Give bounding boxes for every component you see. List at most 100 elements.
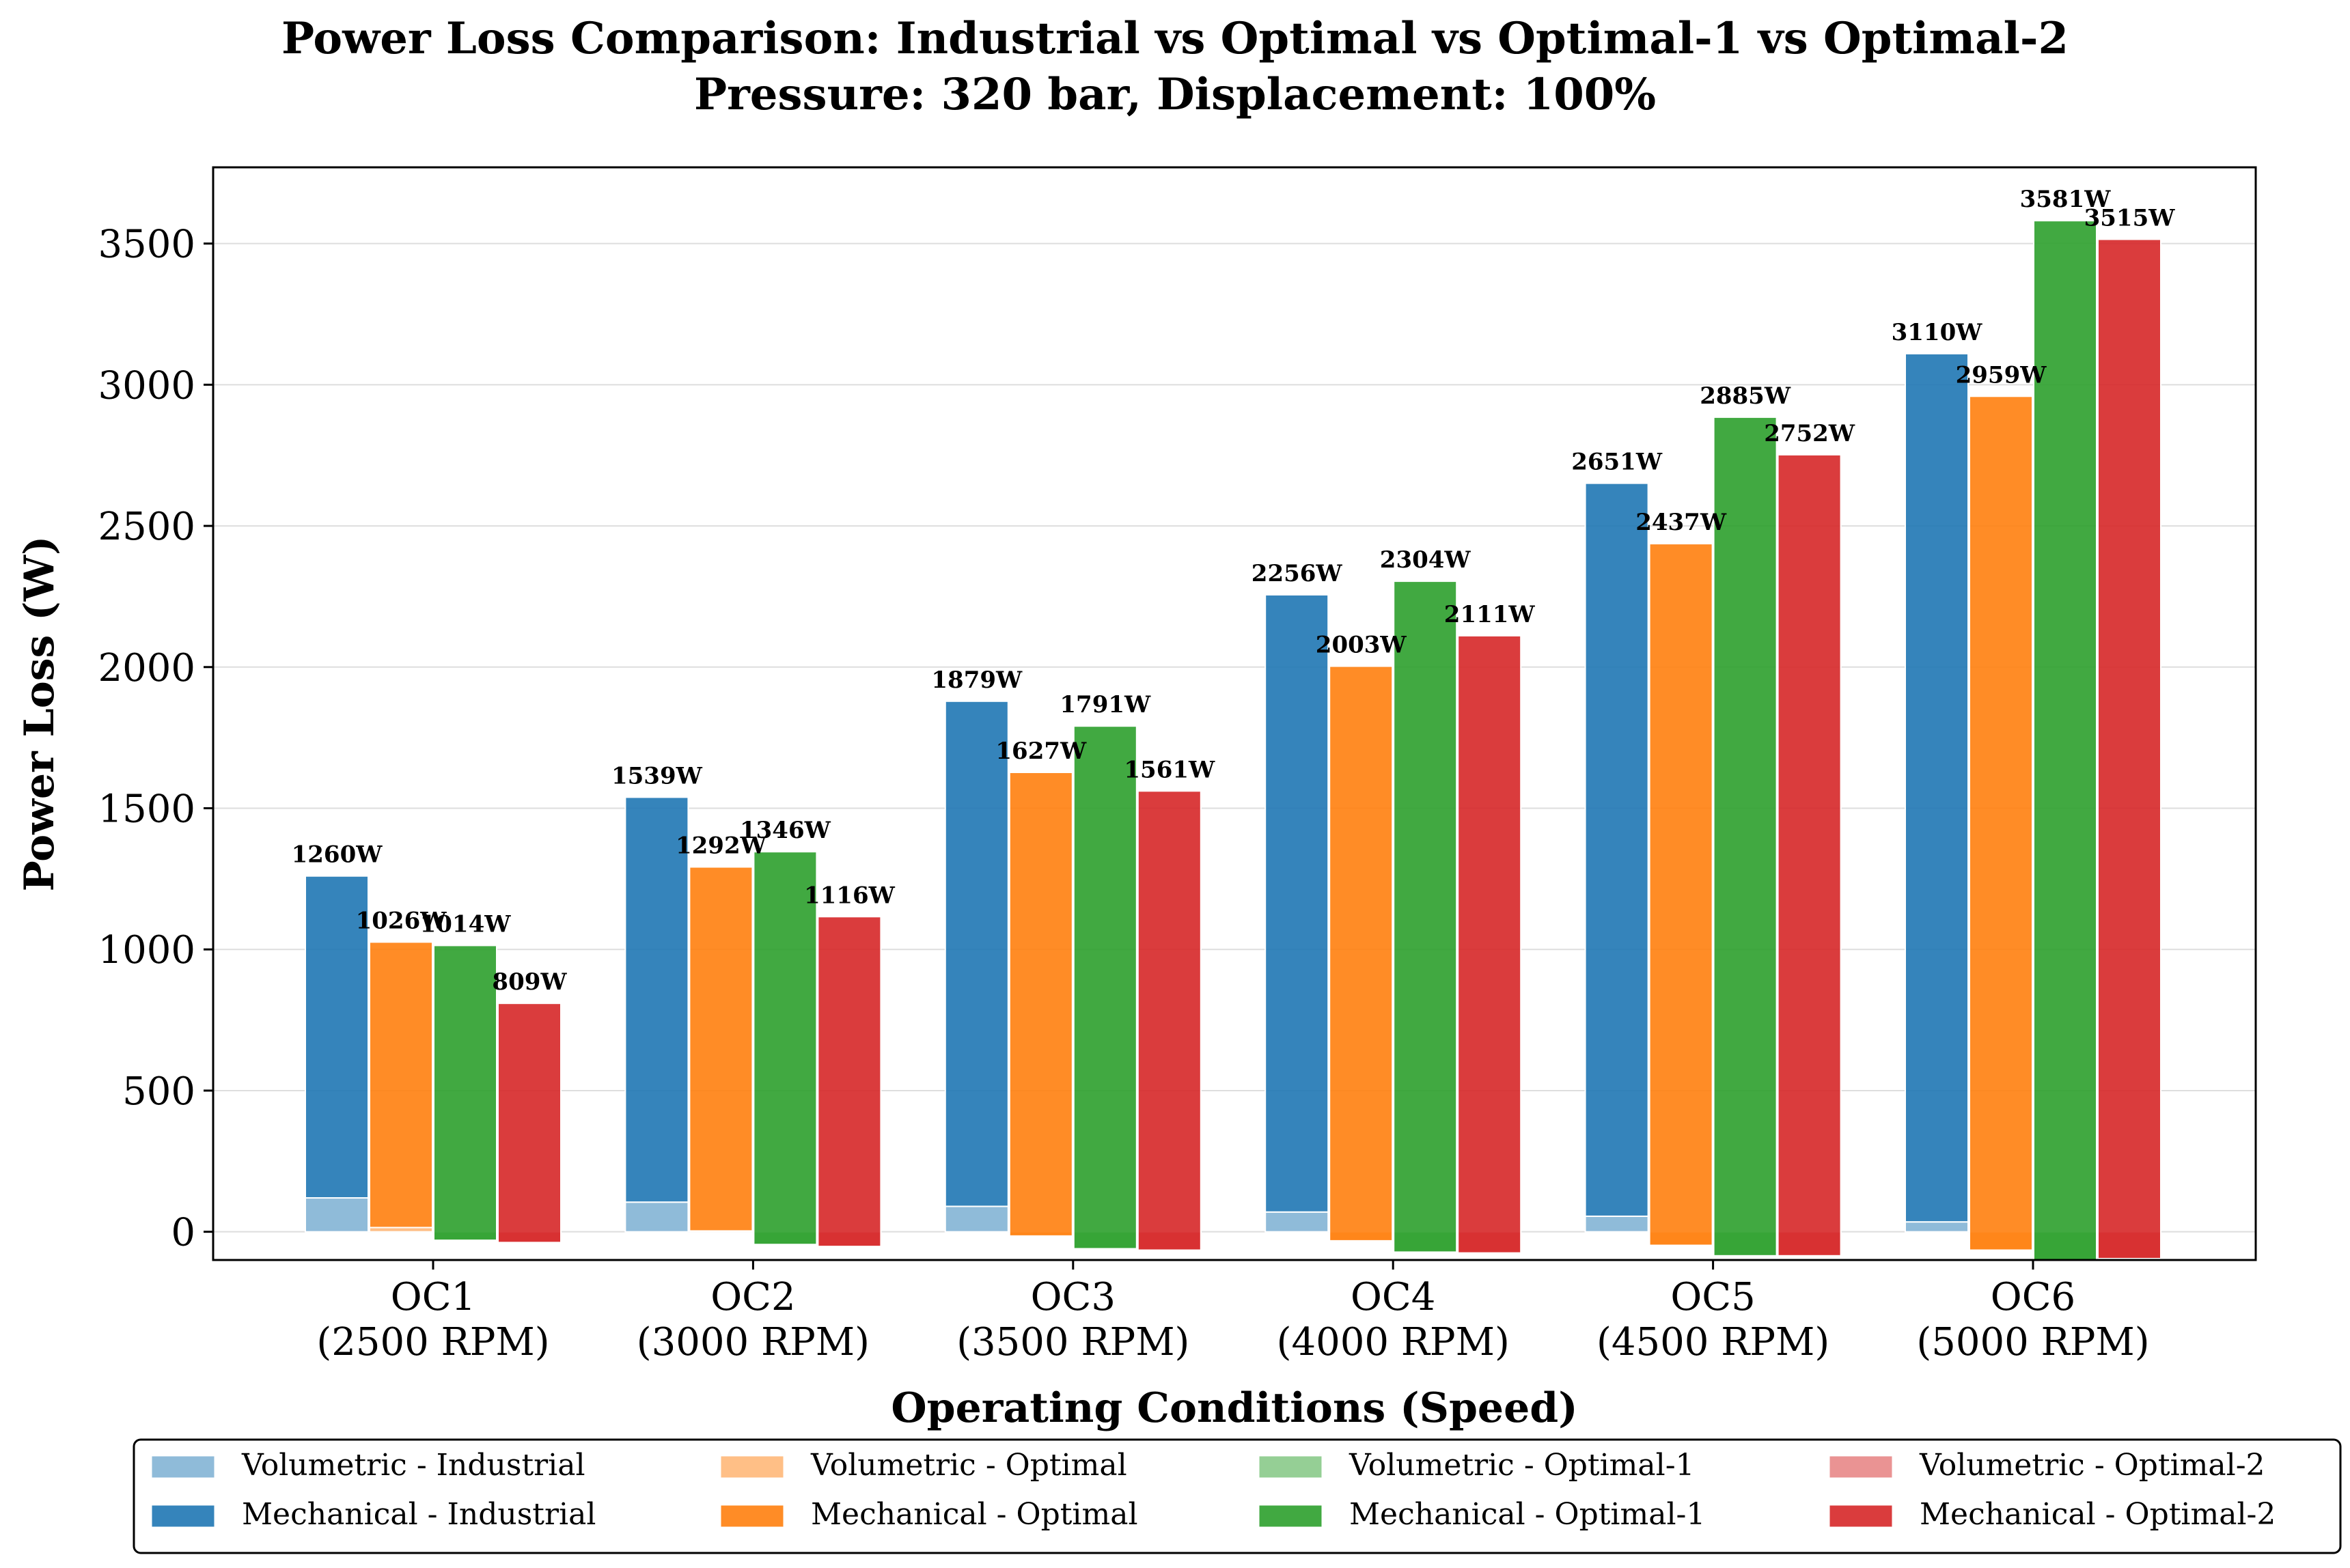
data-label: 3581W: [2020, 186, 2112, 213]
y-tick-label: 500: [122, 1069, 195, 1114]
data-label: 1539W: [611, 762, 703, 789]
legend-label: Mechanical - Optimal-1: [1349, 1497, 1705, 1532]
data-label: 2959W: [1956, 361, 2047, 389]
bar-mechanical: [1713, 416, 1778, 1257]
bars: [305, 220, 2161, 1261]
data-label: 1260W: [292, 841, 383, 869]
x-axis-title: Operating Conditions (Speed): [891, 1384, 1577, 1432]
y-tick-label: 2500: [98, 505, 195, 549]
legend-label: Volumetric - Industrial: [241, 1448, 585, 1483]
bar-mechanical: [1329, 665, 1394, 1242]
bar-mechanical: [1969, 395, 2033, 1251]
legend-swatch: [1829, 1504, 1893, 1528]
bar-mechanical: [305, 875, 369, 1199]
legend-swatch: [151, 1455, 215, 1479]
data-label: 2437W: [1635, 509, 1727, 536]
bar-volumetric: [1584, 1215, 1649, 1233]
legend-label: Mechanical - Optimal-2: [1920, 1497, 2276, 1532]
data-label: 2111W: [1444, 601, 1536, 628]
x-tick-label: OC2: [710, 1275, 795, 1319]
bar-mechanical: [1073, 725, 1137, 1250]
legend-label: Volumetric - Optimal: [810, 1448, 1127, 1483]
data-label: 2885W: [1700, 382, 1791, 410]
y-tick-label: 3000: [98, 363, 195, 408]
bar-mechanical: [1457, 634, 1522, 1254]
x-tick-label: (2500 RPM): [316, 1320, 549, 1364]
bar-volumetric: [1905, 1221, 1969, 1233]
bar-volumetric: [1264, 1211, 1329, 1233]
x-tick-label: OC5: [1670, 1275, 1755, 1319]
data-label: 2304W: [1380, 546, 1471, 574]
legend-swatch: [151, 1504, 215, 1528]
data-label: 1116W: [804, 882, 896, 909]
y-axis: 0 500 1000 1500 2000 2500 3000 3500: [98, 223, 213, 1255]
data-label: 1561W: [1124, 756, 1215, 783]
chart-subtitle: Pressure: 320 bar, Displacement: 100%: [694, 69, 1656, 120]
data-label: 3515W: [2084, 204, 2176, 232]
x-axis: OC1(2500 RPM) OC2(3000 RPM) OC3(3500 RPM) O…: [316, 1260, 2150, 1364]
x-tick-label: (5000 RPM): [1916, 1320, 2149, 1364]
plot-frame: [212, 166, 2257, 1261]
y-tick-label: 1000: [98, 928, 195, 972]
data-label: 809W: [492, 968, 567, 996]
data-label: 1292W: [676, 832, 767, 859]
bar-mechanical: [1584, 482, 1649, 1217]
x-tick-label: (4000 RPM): [1277, 1320, 1510, 1364]
bar-mechanical: [497, 1003, 562, 1244]
bar-mechanical: [1648, 543, 1713, 1246]
legend-swatch: [1258, 1504, 1323, 1528]
y-tick-label: 3500: [98, 223, 195, 267]
x-tick-label: (3000 RPM): [637, 1320, 870, 1364]
legend-label: Volumetric - Optimal-2: [1919, 1448, 2265, 1483]
data-label: 1014W: [420, 910, 512, 938]
bar-mechanical: [817, 916, 882, 1248]
bar-volumetric: [305, 1197, 369, 1233]
x-tick-label: OC6: [1991, 1275, 2075, 1319]
bar-mechanical: [689, 866, 754, 1232]
bar-mechanical: [1264, 593, 1329, 1213]
bar-mechanical: [2097, 238, 2161, 1259]
data-label: 2003W: [1316, 632, 1407, 659]
bar-volumetric: [624, 1201, 689, 1233]
x-tick-label: OC1: [391, 1275, 475, 1319]
legend-swatch: [1829, 1455, 1893, 1479]
y-tick-label: 1500: [98, 787, 195, 832]
data-label: 1346W: [740, 817, 831, 844]
y-tick-label: 2000: [98, 646, 195, 690]
bar-mechanical: [624, 796, 689, 1203]
data-labels: 1260W 1539W 1879W 2256W 2651W 3110W 1026W 1292W…: [292, 186, 2176, 996]
legend-swatch: [720, 1455, 784, 1479]
x-tick-label: (3500 RPM): [956, 1320, 1189, 1364]
bar-volumetric: [944, 1205, 1009, 1233]
bar-mechanical: [944, 700, 1009, 1207]
bar-mechanical: [1008, 771, 1073, 1237]
data-label: 2256W: [1252, 560, 1343, 587]
legend-label: Mechanical - Industrial: [242, 1497, 596, 1532]
x-tick-label: OC3: [1031, 1275, 1116, 1319]
data-label: 2651W: [1571, 449, 1663, 476]
legend-swatch: [1258, 1455, 1323, 1479]
y-axis-title: Power Loss (W): [16, 536, 64, 892]
bar-mechanical: [1137, 790, 1202, 1251]
legend-frame: [133, 1438, 2342, 1554]
y-tick-label: 0: [171, 1211, 195, 1255]
data-label: 1026W: [356, 907, 447, 934]
legend-swatch: [720, 1504, 784, 1528]
data-label: 1791W: [1060, 691, 1151, 718]
data-label: 2752W: [1764, 420, 1855, 447]
bar-mechanical: [2033, 220, 2097, 1261]
bar-mechanical: [753, 851, 818, 1246]
bar-mechanical: [369, 941, 433, 1229]
chart-title: Power Loss Comparison: Industrial vs Opt…: [281, 13, 2069, 64]
bar-mechanical: [1905, 352, 1969, 1223]
data-label: 1879W: [931, 667, 1023, 694]
bar-mechanical: [1393, 580, 1458, 1253]
legend-label: Mechanical - Optimal: [811, 1497, 1138, 1532]
x-tick-label: OC4: [1351, 1275, 1435, 1319]
bar-mechanical: [433, 944, 497, 1242]
data-label: 1627W: [995, 738, 1087, 765]
legend-label: Volumetric - Optimal-1: [1349, 1448, 1695, 1483]
data-label: 3110W: [1892, 319, 1983, 346]
x-tick-label: (4500 RPM): [1596, 1320, 1829, 1364]
